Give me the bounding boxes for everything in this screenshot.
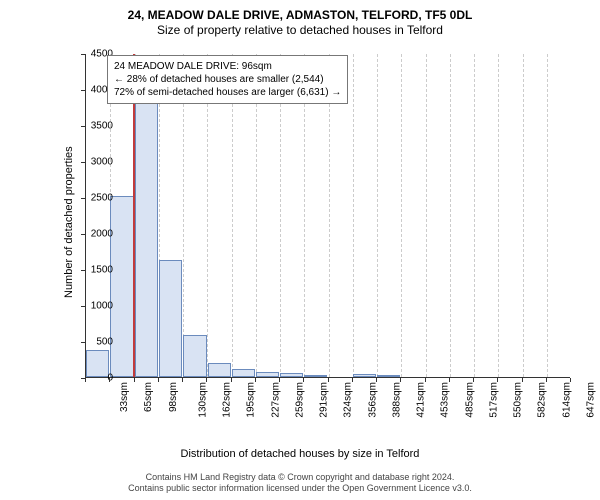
x-axis-title: Distribution of detached houses by size … <box>0 448 600 460</box>
x-tick-label: 614sqm <box>561 382 572 418</box>
histogram-bar <box>280 373 304 377</box>
histogram-bar <box>159 260 182 377</box>
x-tick-label: 162sqm <box>222 382 233 418</box>
histogram-bar <box>256 372 279 377</box>
x-tick-label: 550sqm <box>513 382 524 418</box>
x-tick-label: 356sqm <box>367 382 378 418</box>
x-tick-label: 130sqm <box>197 382 208 418</box>
x-tick-label: 517sqm <box>488 382 499 418</box>
x-tick-label: 195sqm <box>246 382 257 418</box>
y-axis-title: Number of detached properties <box>63 146 75 298</box>
footer-line1: Contains HM Land Registry data © Crown c… <box>0 472 600 484</box>
title-line2: Size of property relative to detached ho… <box>10 23 590 37</box>
x-tick-label: 291sqm <box>319 382 330 418</box>
annotation-line3: 72% of semi-detached houses are larger (… <box>114 86 341 99</box>
annotation-box: 24 MEADOW DALE DRIVE: 96sqm ← 28% of det… <box>107 55 348 104</box>
histogram-bar <box>208 363 231 377</box>
histogram-bar <box>135 103 158 377</box>
histogram-bar <box>353 374 377 377</box>
x-tick-label: 421sqm <box>416 382 427 418</box>
x-tick-label: 65sqm <box>143 382 154 412</box>
histogram-bar <box>377 375 400 377</box>
x-tick-label: 485sqm <box>464 382 475 418</box>
histogram-bar <box>183 335 207 377</box>
x-tick-label: 33sqm <box>119 382 130 412</box>
x-tick-label: 259sqm <box>294 382 305 418</box>
title-line1: 24, MEADOW DALE DRIVE, ADMASTON, TELFORD… <box>10 8 590 22</box>
x-tick-label: 98sqm <box>168 382 179 412</box>
x-tick-label: 453sqm <box>440 382 451 418</box>
x-tick-label: 582sqm <box>537 382 548 418</box>
x-tick-label: 647sqm <box>585 382 596 418</box>
x-tick-label: 388sqm <box>391 382 402 418</box>
annotation-line1: 24 MEADOW DALE DRIVE: 96sqm <box>114 60 341 73</box>
annotation-line2: ← 28% of detached houses are smaller (2,… <box>114 73 341 86</box>
chart-title-area: 24, MEADOW DALE DRIVE, ADMASTON, TELFORD… <box>0 0 600 39</box>
footer-line2: Contains public sector information licen… <box>0 483 600 495</box>
footer: Contains HM Land Registry data © Crown c… <box>0 472 600 495</box>
histogram-bar <box>110 196 134 377</box>
histogram-bar <box>232 369 255 377</box>
histogram-bar <box>304 375 327 377</box>
x-tick-label: 227sqm <box>270 382 281 418</box>
x-tick-label: 324sqm <box>343 382 354 418</box>
